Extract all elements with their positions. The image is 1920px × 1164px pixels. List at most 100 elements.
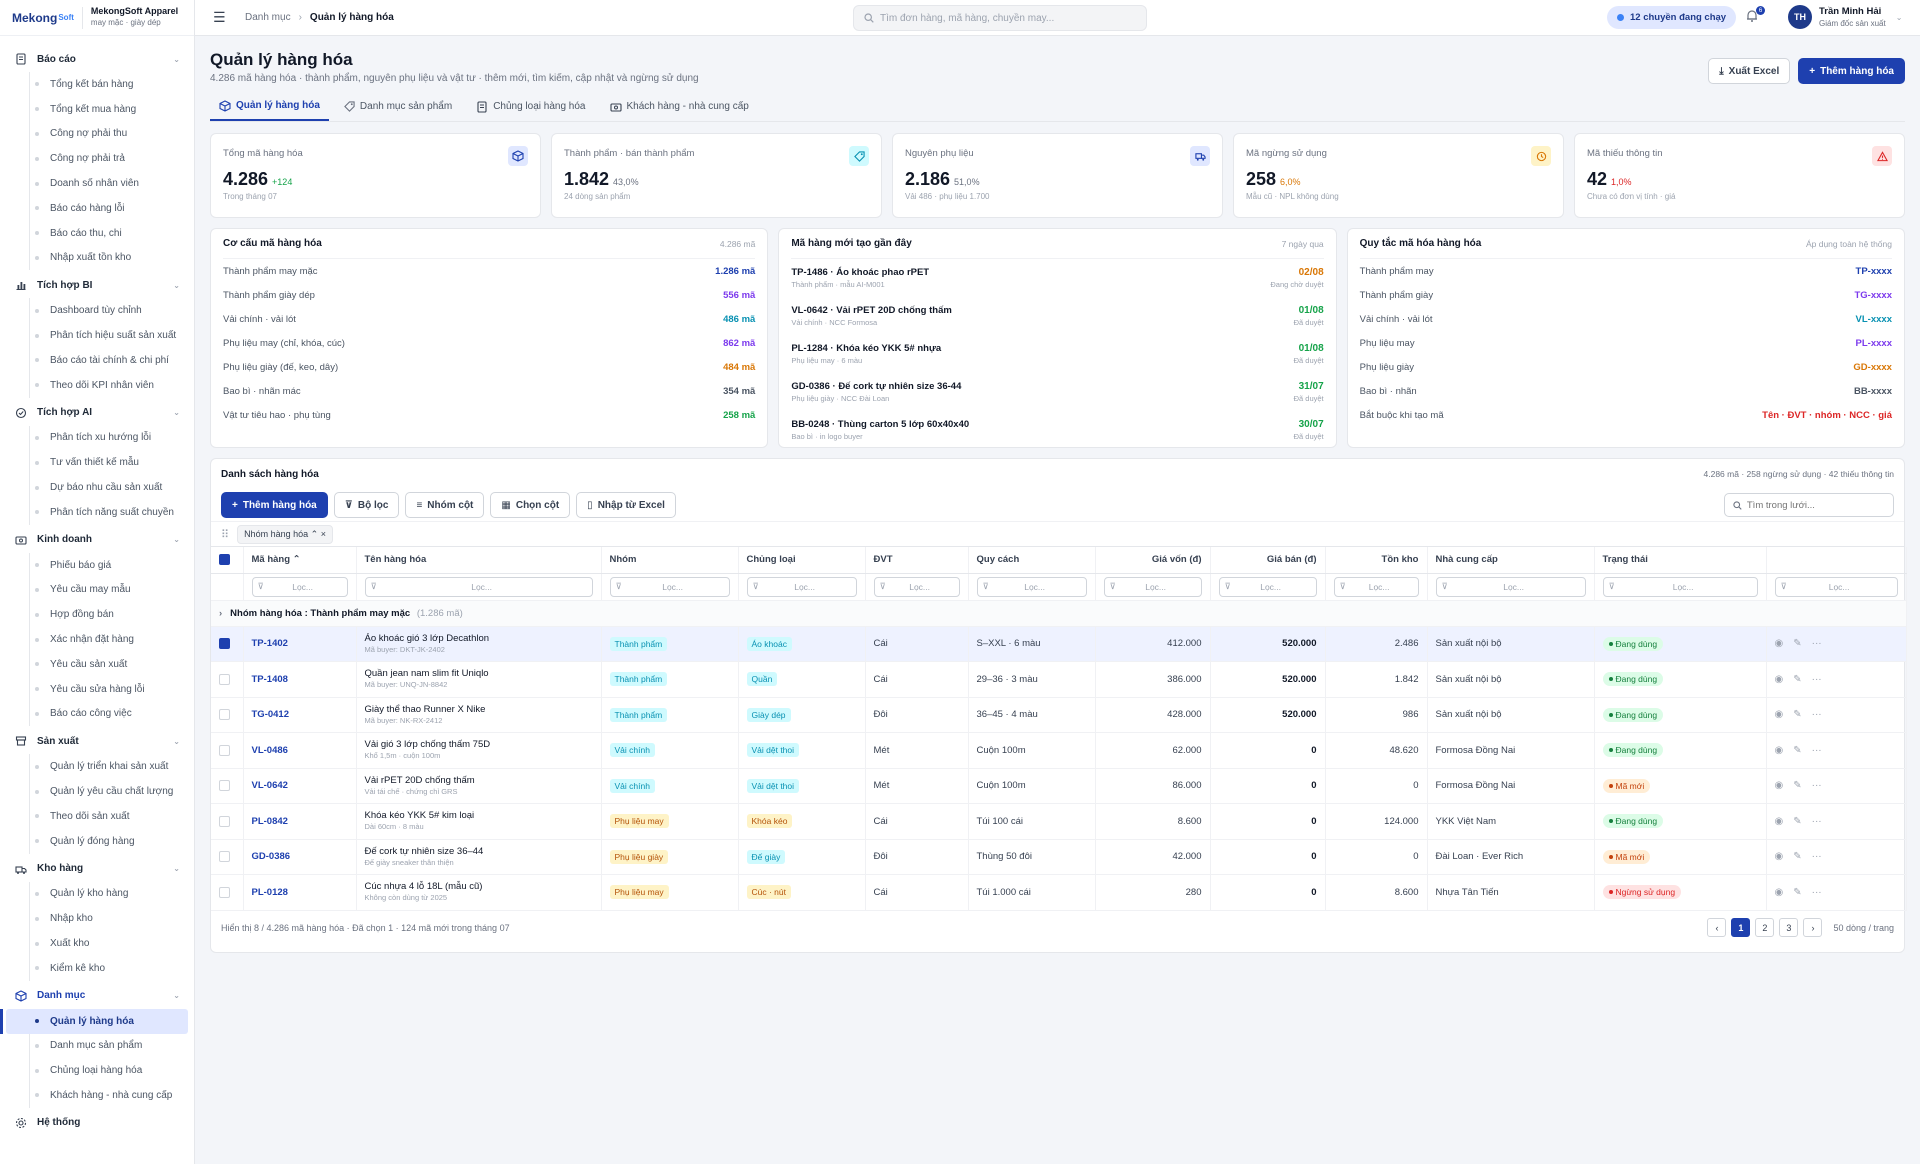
tab-chung-loai-hang-hoa[interactable]: Chủng loại hàng hóa [467,92,594,121]
chevron-right-icon[interactable]: › [219,607,223,619]
row-checkbox[interactable] [219,673,230,685]
sidebar-item-quan-ly-kho-hang[interactable]: Quản lý kho hàng [0,881,194,907]
sidebar-item-chung-loai-hang-hoa[interactable]: Chủng loại hàng hóa [0,1058,194,1083]
sidebar-item-quan-ly-yeu-cau-chat-luong[interactable]: Quản lý yêu cầu chất lượng [0,779,194,804]
row-checkbox[interactable] [219,851,230,863]
row-checkbox[interactable] [219,638,230,650]
edit-icon[interactable]: ✎ [1793,851,1802,863]
view-icon[interactable]: ◉ [1774,744,1784,756]
kpi-card[interactable]: Mã thiếu thông tin 42 1,0% Chưa có đơn vị t… [1574,133,1905,218]
sidebar-item-theo-doi-kpi-nhan-vien[interactable]: Theo dõi KPI nhân viên [0,372,194,398]
recent-item[interactable]: BB-0248 · Thùng carton 5 lớp 60x40x40 Bao… [791,411,1323,449]
sidebar-item-yeu-cau-san-xuat[interactable]: Yêu cầu sản xuất [0,651,194,677]
table-row[interactable]: PL-0842 Khóa kéo YKK 5# kim loại Dài 60cm… [211,803,1907,840]
sidebar-item-dashboard-tuy-chinh[interactable]: Dashboard tùy chỉnh [0,298,194,323]
edit-icon[interactable]: ✎ [1793,744,1802,756]
export-excel-button[interactable]: ⤓ Xuất Excel [1708,58,1791,84]
grid-search-input[interactable] [1746,499,1885,511]
column-header-trang-thai[interactable]: Trạng thái [1594,547,1767,574]
item-code[interactable]: PL-0842 [243,803,357,840]
more-icon[interactable]: ··· [1811,744,1822,756]
item-code[interactable]: PL-0128 [243,874,357,911]
sidebar-group-kho-hang[interactable]: Kho hàng ⌄ [0,856,194,882]
group-columns-button[interactable]: ≡ Nhóm cột [405,492,485,518]
item-code[interactable]: VL-0486 [243,732,357,769]
sidebar-item-tong-ket-mua-hang[interactable]: Tổng kết mua hàng [0,96,194,122]
edit-icon[interactable]: ✎ [1793,886,1802,898]
page-button-1[interactable]: 1 [1731,918,1751,937]
recent-item[interactable]: PL-1284 · Khóa kéo YKK 5# nhựa Phụ liệu m… [791,335,1323,373]
column-filter-input[interactable]: ⊽ Lọc... [1602,576,1758,597]
tab-quan-ly-hang-hoa[interactable]: Quản lý hàng hóa [210,92,329,121]
rows-per-page[interactable]: 50 dòng / trang [1833,922,1894,933]
sidebar-item-tong-ket-ban-hang[interactable]: Tổng kết bán hàng [0,72,194,97]
row-checkbox[interactable] [219,780,230,792]
sidebar-item-nhap-xuat-ton-kho[interactable]: Nhập xuất tồn kho [0,245,194,271]
hamburger-menu-icon[interactable]: ☰ [213,9,226,25]
sidebar-item-doanh-so-nhan-vien[interactable]: Doanh số nhân viên [0,171,194,196]
breadcrumb-root[interactable]: Danh mục [245,12,291,23]
item-code[interactable]: TP-1408 [243,661,357,698]
sidebar-item-xac-nhan-dat-hang[interactable]: Xác nhận đặt hàng [0,627,194,652]
sidebar-group-tich-hop-bi[interactable]: Tích hợp BI ⌄ [0,272,194,298]
global-search-input[interactable] [880,12,1130,24]
row-checkbox[interactable] [219,744,230,756]
filter-button[interactable]: ⊽ Bộ lọc [333,492,400,518]
more-icon[interactable]: ··· [1811,815,1822,827]
column-header-chung-loai[interactable]: Chủng loại [738,547,866,574]
column-filter-input[interactable]: ⊽ Lọc... [1333,576,1419,597]
edit-icon[interactable]: ✎ [1793,673,1802,685]
sidebar-item-du-bao-nhu-cau-san-xuat[interactable]: Dự báo nhu cầu sản xuất [0,475,194,500]
table-row[interactable]: VL-0486 Vải gió 3 lớp chống thấm 75D Khổ … [211,732,1907,769]
kpi-card[interactable]: Thành phẩm · bán thành phẩm 1.842 43,0% 24 … [551,133,882,218]
column-header-gia-ban-d[interactable]: Giá bán (đ) [1210,547,1326,574]
column-header-ma-hang[interactable]: Mã hàng ⌃ [243,547,357,574]
global-search[interactable] [853,5,1147,31]
sidebar-item-khach-hang-nha-cung-cap[interactable]: Khách hàng - nhà cung cấp [0,1083,194,1108]
sidebar-item-quan-ly-hang-hoa[interactable]: Quản lý hàng hóa [0,1008,188,1034]
edit-icon[interactable]: ✎ [1793,780,1802,792]
row-checkbox[interactable] [219,709,230,721]
column-filter-input[interactable]: ⊽ Lọc... [1774,576,1898,597]
sidebar-item-kiem-ke-kho[interactable]: Kiểm kê kho [0,955,194,981]
import-excel-button[interactable]: ▯ Nhập từ Excel [576,492,676,518]
sidebar-item-bao-cao-tai-chinh-chi-phi[interactable]: Báo cáo tài chính & chi phí [0,347,194,373]
edit-icon[interactable]: ✎ [1793,709,1802,721]
group-chip[interactable]: Nhóm hàng hóa ⌃ × [237,524,333,544]
drag-handle-icon[interactable]: ⠿ [221,528,230,541]
sidebar-item-phieu-bao-gia[interactable]: Phiếu báo giá [0,552,194,578]
edit-icon[interactable]: ✎ [1793,638,1802,650]
view-icon[interactable]: ◉ [1774,673,1784,685]
group-row[interactable]: › Nhóm hàng hóa : Thành phẩm may mặc (1.2… [211,600,1907,627]
column-header-nhom[interactable]: Nhóm [601,547,739,574]
item-code[interactable]: TP-1402 [243,626,357,662]
kpi-card[interactable]: Tổng mã hàng hóa 4.286 +124 Trong tháng 07 [210,133,541,218]
page-button-2[interactable]: 2 [1755,918,1775,937]
sidebar-item-bao-cao-hang-loi[interactable]: Báo cáo hàng lỗi [0,195,194,221]
column-header-ten-hang-hoa[interactable]: Tên hàng hóa [356,547,602,574]
column-header-quy-cach[interactable]: Quy cách [968,547,1096,574]
column-filter-input[interactable]: ⊽ Lọc... [364,576,593,597]
sidebar-group-tich-hop-ai[interactable]: Tích hợp AI ⌄ [0,400,194,426]
more-icon[interactable]: ··· [1811,638,1822,650]
column-filter-input[interactable]: ⊽ Lọc... [1103,576,1202,597]
more-icon[interactable]: ··· [1811,886,1822,898]
sidebar-group-danh-muc[interactable]: Danh mục ⌄ [0,983,194,1009]
kpi-card[interactable]: Nguyên phụ liệu 2.186 51,0% Vải 486 · phụ l… [892,133,1223,218]
sidebar-item-danh-muc-san-pham[interactable]: Danh mục sản phẩm [0,1033,194,1059]
column-header-dvt[interactable]: ĐVT [865,547,969,574]
more-icon[interactable]: ··· [1811,709,1822,721]
table-row[interactable]: TG-0412 Giày thể thao Runner X Nike Mã bu… [211,697,1907,733]
kpi-card[interactable]: Mã ngừng sử dụng 258 6,0% Mẫu cũ · NPL khôn… [1233,133,1564,218]
next-page-button[interactable]: › [1803,918,1823,937]
view-icon[interactable]: ◉ [1774,886,1784,898]
recent-item[interactable]: VL-0642 · Vải rPET 20D chống thấm Vải chí… [791,297,1323,335]
sidebar-item-phan-tich-hieu-suat-san-xuat[interactable]: Phân tích hiệu suất sản xuất [0,323,194,348]
sidebar-item-yeu-cau-sua-hang-loi[interactable]: Yêu cầu sửa hàng lỗi [0,676,194,702]
table-row[interactable]: GD-0386 Đế cork tự nhiên size 36–44 Đế gi… [211,839,1907,875]
sidebar-item-xuat-kho[interactable]: Xuất kho [0,931,194,956]
select-all-checkbox[interactable] [219,554,230,566]
edit-icon[interactable]: ✎ [1793,815,1802,827]
view-icon[interactable]: ◉ [1774,851,1784,863]
table-row[interactable]: PL-0128 Cúc nhựa 4 lỗ 18L (mẫu cũ) Không … [211,874,1907,911]
